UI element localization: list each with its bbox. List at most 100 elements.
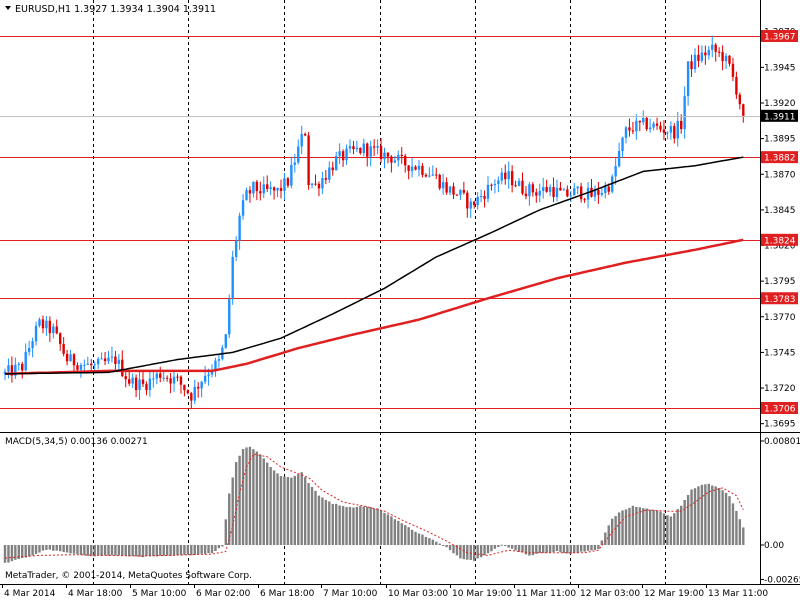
candle-body	[134, 377, 138, 391]
candle-body	[300, 133, 303, 147]
y-tick-label: 1.3920	[764, 99, 796, 109]
candle-body	[379, 145, 383, 160]
macd-bar	[328, 501, 331, 545]
macd-bar	[321, 497, 324, 545]
macd-bar	[638, 507, 641, 545]
candle-body	[638, 120, 641, 123]
macd-bar	[114, 545, 117, 556]
candle-body	[145, 383, 148, 390]
dropdown-triangle-icon[interactable]	[5, 6, 11, 10]
candle-body	[555, 187, 559, 197]
candle-body	[573, 188, 576, 196]
macd-bar	[548, 545, 552, 553]
macd-bar	[721, 490, 724, 545]
macd-bar	[90, 545, 93, 557]
candle-body	[310, 183, 314, 186]
macd-bar	[214, 545, 217, 552]
candle-body	[410, 166, 414, 171]
macd-bar	[642, 508, 645, 545]
macd-bar	[680, 505, 683, 545]
macd-bar	[421, 534, 424, 545]
macd-bar	[528, 545, 531, 556]
candle-body	[286, 178, 290, 186]
macd-bar	[231, 477, 234, 545]
candle-body	[535, 192, 538, 196]
candle-body	[352, 146, 355, 150]
macd-bar	[531, 545, 535, 556]
macd-bar	[131, 545, 134, 557]
macd-signal-line	[4, 453, 744, 559]
x-tick-label: 4 Mar 2014	[4, 589, 56, 599]
candle-body	[200, 381, 203, 389]
macd-bar	[176, 545, 179, 556]
macd-bar	[597, 545, 600, 549]
macd-bar	[542, 545, 545, 554]
level-price-badge	[761, 30, 798, 42]
candle-body	[700, 52, 704, 61]
candle-body	[731, 63, 735, 77]
candle-body	[314, 183, 317, 185]
candle-body	[517, 180, 521, 186]
macd-bar	[607, 525, 610, 545]
macd-bar	[659, 511, 662, 545]
macd-bar	[628, 507, 631, 545]
macd-bar	[366, 506, 369, 545]
macd-bar	[255, 451, 259, 545]
candle-body	[538, 190, 541, 196]
candle-body	[224, 334, 227, 348]
candle-body	[635, 120, 638, 132]
candle-body	[141, 379, 145, 384]
candle-body	[90, 363, 93, 366]
candle-body	[21, 363, 24, 371]
macd-bar	[86, 545, 89, 556]
macd-bar	[493, 545, 497, 549]
candle-body	[165, 377, 169, 379]
candle-body	[24, 351, 27, 371]
macd-bar	[431, 539, 434, 545]
candle-body	[65, 353, 69, 362]
level-price-label: 1.3882	[764, 154, 796, 164]
macd-bar	[479, 545, 483, 558]
candle-body	[493, 184, 497, 186]
macd-bar	[669, 516, 673, 545]
macd-bar	[45, 545, 48, 550]
candle-body	[528, 184, 531, 197]
macd-bar	[376, 508, 379, 545]
candle-body	[686, 61, 690, 97]
macd-bar	[441, 545, 445, 546]
candle-body	[735, 76, 738, 95]
macd-bar	[473, 545, 476, 561]
macd-bar	[145, 545, 148, 557]
macd-bar	[414, 531, 417, 545]
x-tick-label: 6 Mar 02:00	[196, 589, 251, 599]
candle-body	[369, 146, 372, 157]
macd-bar	[397, 520, 400, 545]
candle-body	[504, 172, 507, 180]
macd-bar	[335, 503, 338, 545]
macd-bar	[138, 545, 141, 557]
macd-bar	[65, 545, 69, 553]
macd-bar	[159, 545, 162, 556]
candle-body	[714, 44, 717, 52]
candle-body	[452, 186, 455, 195]
macd-bar	[535, 545, 538, 554]
candle-body	[228, 299, 231, 335]
macd-bar	[107, 545, 110, 556]
macd-bar	[314, 490, 317, 545]
candle-body	[510, 171, 514, 186]
candle-body	[17, 363, 20, 365]
candle-body	[428, 175, 431, 177]
y-tick-label: 1.3895	[764, 135, 796, 145]
candle-body	[138, 379, 141, 391]
macd-bar	[593, 545, 597, 550]
candle-body	[479, 196, 483, 198]
macd-histogram-group	[3, 446, 745, 563]
candle-body	[507, 171, 510, 180]
macd-bar	[52, 545, 55, 551]
macd-bar	[193, 545, 196, 555]
macd-y-tick-label: -0.00265	[764, 575, 800, 585]
macd-bar	[121, 545, 124, 556]
candle-body	[7, 365, 10, 372]
candle-body	[397, 154, 400, 161]
